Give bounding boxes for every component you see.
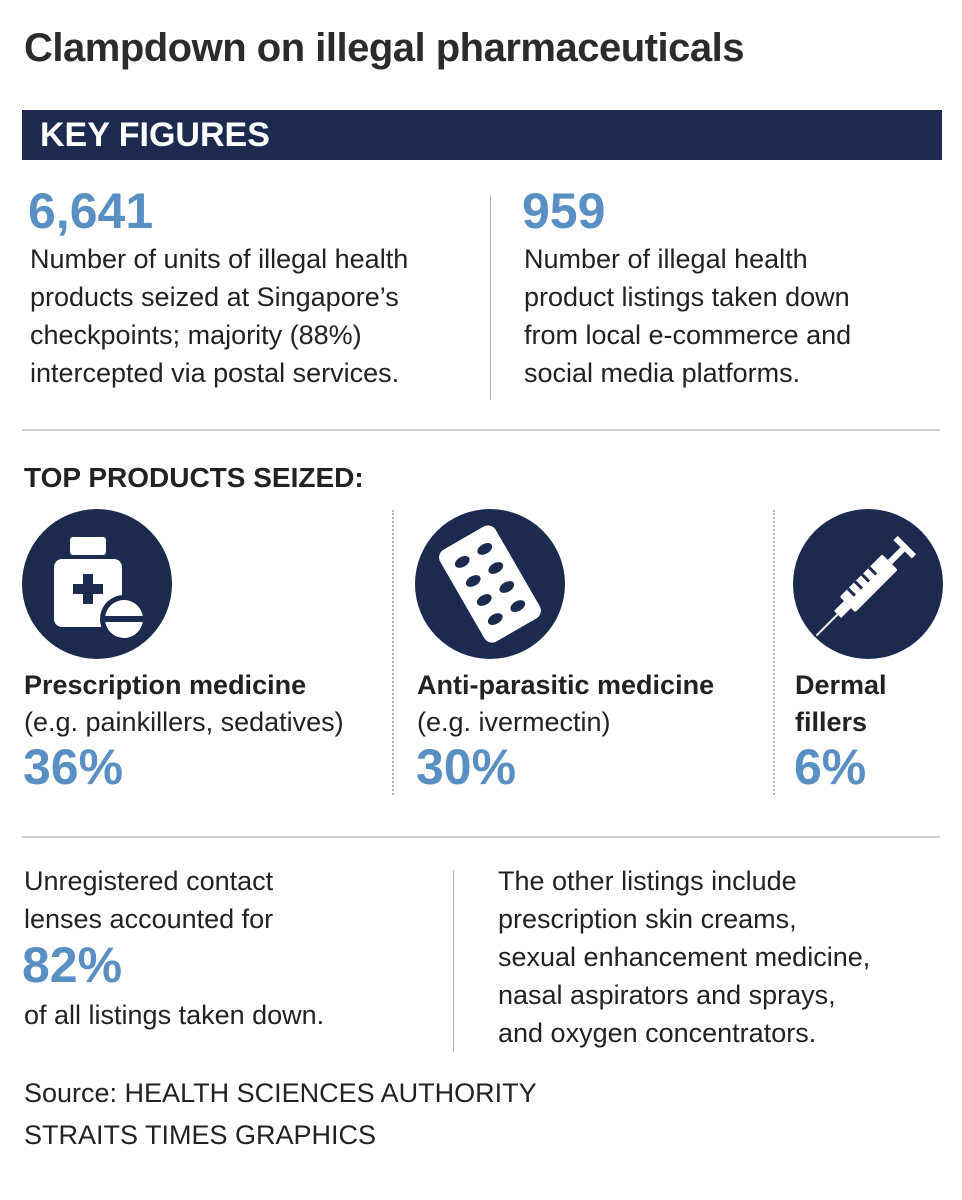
figure-description: products seized at Singapore’s (30, 282, 399, 312)
blister-icon (415, 509, 565, 659)
section-heading: TOP PRODUCTS SEIZED: (24, 462, 364, 493)
product-name: Prescription medicine (24, 670, 307, 700)
figure-description: from local e-commerce and (524, 320, 852, 350)
listing-text: lenses accounted for (24, 904, 274, 934)
source-line: STRAITS TIMES GRAPHICS (24, 1120, 377, 1150)
figure-description: intercepted via postal services. (30, 358, 400, 388)
figure-description: social media platforms. (524, 358, 801, 388)
divider (773, 510, 775, 795)
heading-bar (22, 110, 942, 160)
product-share: 36% (23, 739, 124, 795)
rule (22, 836, 940, 838)
product-share: 30% (416, 739, 517, 795)
bottle-icon (22, 509, 172, 659)
listing-text: The other listings include (498, 866, 797, 896)
title: Clampdown on illegal pharmaceuticals (24, 26, 744, 70)
product-name: Dermal (795, 670, 887, 700)
figure-description: product listings taken down (524, 282, 850, 312)
listing-text: sexual enhancement medicine, (498, 942, 871, 972)
product-name: Anti-parasitic medicine (417, 670, 715, 700)
rule (22, 429, 940, 431)
divider (490, 195, 491, 400)
listing-text: of all listings taken down. (24, 1000, 325, 1030)
figure-description: checkpoints; majority (88%) (30, 320, 362, 350)
syringe-icon (793, 509, 943, 659)
divider (392, 510, 394, 795)
listing-text: and oxygen concentrators. (498, 1018, 817, 1048)
source-line: Source: HEALTH SCIENCES AUTHORITY (24, 1078, 537, 1108)
product-share: 6% (794, 739, 867, 795)
product-name: fillers (795, 707, 868, 737)
product-note: (e.g. painkillers, sedatives) (24, 707, 344, 737)
product-note: (e.g. ivermectin) (417, 707, 611, 737)
key-figure: 6,641 (28, 183, 154, 239)
figure-description: Number of units of illegal health (30, 244, 409, 274)
divider (453, 870, 454, 1052)
figure-description: Number of illegal health (524, 244, 808, 274)
listing-text: Unregistered contact (24, 866, 274, 896)
listing-text: nasal aspirators and sprays, (498, 980, 836, 1010)
listing-text: prescription skin creams, (498, 904, 797, 934)
key-figure: 959 (522, 183, 606, 239)
listing-figure: 82% (22, 937, 123, 993)
section-heading: KEY FIGURES (40, 116, 270, 154)
